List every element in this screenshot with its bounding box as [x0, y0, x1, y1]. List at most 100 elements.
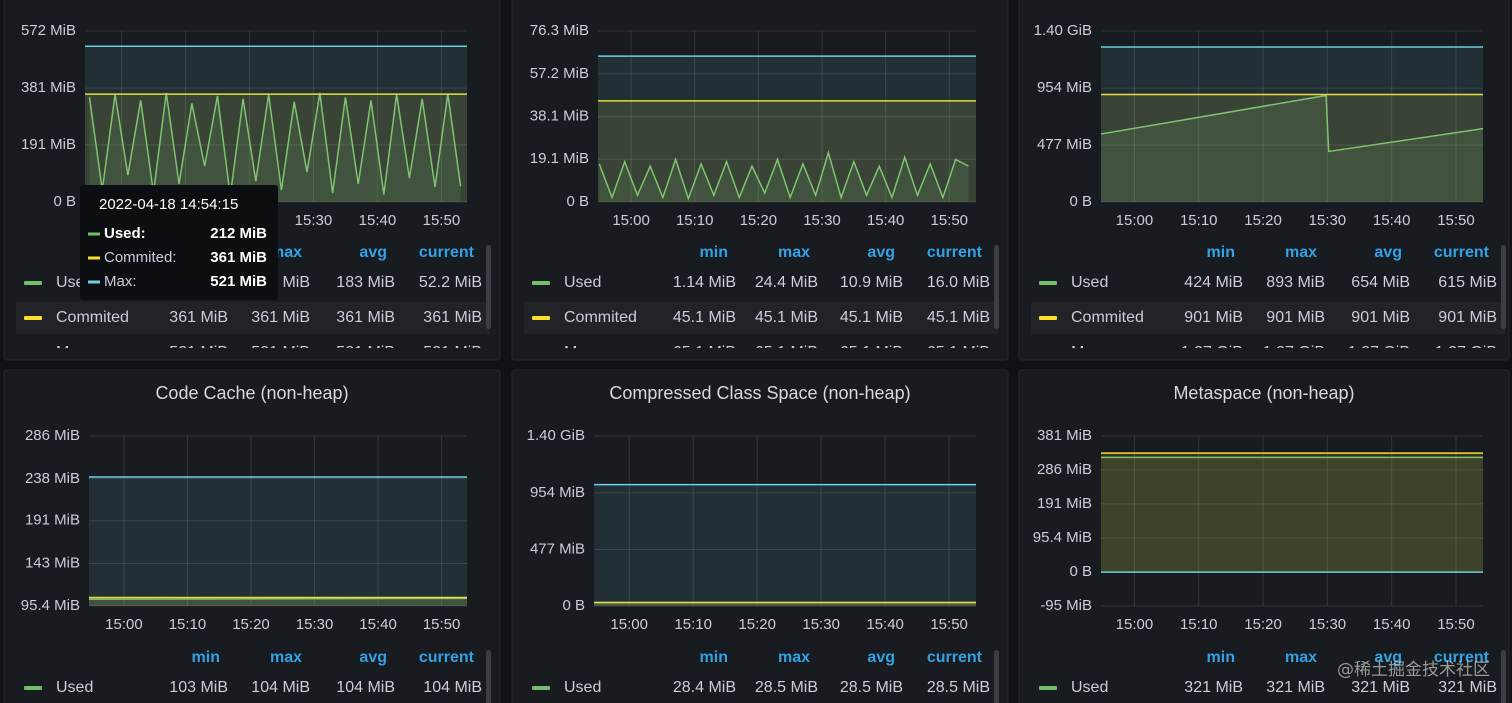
series-fill [598, 56, 976, 202]
legend-header[interactable]: avg [359, 244, 387, 261]
legend-row-bg [524, 302, 998, 334]
series-fill [1101, 95, 1483, 202]
panel[interactable]: Code Cache (non-heap) 95.4 MiB 143 MiB 191 … [3, 369, 501, 703]
legend-header[interactable]: max [1285, 244, 1317, 261]
legend-header[interactable]: max [270, 649, 302, 666]
legend-label[interactable]: Max [564, 344, 594, 361]
legend-label[interactable]: Max [56, 344, 86, 361]
x-tick-label: 15:40 [359, 212, 397, 229]
legend: min max avg current Used 424 MiB 893 MiB 654 Mi… [1031, 244, 1505, 361]
y-tick-label: 0 B [562, 597, 585, 614]
legend-value: 321 MiB [1184, 679, 1243, 696]
plot-area [594, 483, 976, 606]
tooltip-label: Used: [104, 225, 146, 242]
legend-header[interactable]: current [927, 244, 983, 261]
legend-header[interactable]: current [927, 649, 983, 666]
legend-label[interactable]: Used [56, 679, 93, 696]
x-tick-label: 15:20 [738, 616, 776, 633]
legend-header[interactable]: current [1434, 649, 1490, 666]
legend-header[interactable]: max [1285, 649, 1317, 666]
legend-value: 901 MiB [1351, 309, 1410, 326]
y-tick-label: 477 MiB [530, 540, 585, 557]
panel[interactable]: Metaspace (non-heap) -95 MiB 0 B 95.4 MiB 19… [1018, 369, 1510, 703]
panel-title: Compressed Class Space (non-heap) [609, 383, 910, 403]
legend-label[interactable]: Used [564, 679, 601, 696]
legend-header[interactable]: min [700, 649, 728, 666]
y-tick-label: 191 MiB [25, 512, 80, 529]
legend-label[interactable]: Max [1071, 344, 1101, 361]
y-tick-label: 0 B [53, 193, 76, 210]
legend-header[interactable]: avg [1374, 649, 1402, 666]
x-tick-label: 15:40 [1373, 616, 1411, 633]
series-fill [1101, 94, 1483, 202]
legend-header[interactable]: max [778, 649, 810, 666]
legend-value: 521 MiB [251, 344, 310, 361]
legend-header[interactable]: current [1434, 244, 1490, 261]
legend-value: 321 MiB [1266, 679, 1325, 696]
x-tick-label: 15:20 [1244, 212, 1282, 229]
y-tick-label: 381 MiB [21, 79, 76, 96]
legend: min max avg current Used 321 MiB 321 MiB 321 Mi… [1039, 649, 1497, 696]
x-tick-label: 15:40 [866, 616, 904, 633]
y-tick-label: 76.3 MiB [530, 22, 589, 39]
legend-label[interactable]: Commited [1071, 309, 1144, 326]
x-tick-label: 15:20 [232, 616, 270, 633]
x-tick-label: 15:20 [740, 212, 778, 229]
legend-header[interactable]: min [700, 244, 728, 261]
legend-row-bg [16, 302, 490, 334]
panel[interactable]: 0 B 477 MiB 954 MiB 1.40 GiB 15:00 15:10 15:20… [1018, 0, 1510, 361]
legend-value: 52.2 MiB [419, 274, 482, 291]
legend-header[interactable]: avg [1374, 244, 1402, 261]
y-tick-label: 95.4 MiB [21, 597, 80, 614]
y-tick-label: 0 B [566, 193, 589, 210]
legend-header[interactable]: min [1207, 244, 1235, 261]
legend-header[interactable]: max [778, 244, 810, 261]
legend-value: 1.27 GiB [1181, 344, 1243, 361]
legend-value: 521 MiB [423, 344, 482, 361]
y-tick-label: 0 B [1069, 563, 1092, 580]
series-fill [89, 598, 467, 606]
legend-marker [532, 316, 550, 320]
legend-header[interactable]: min [192, 649, 220, 666]
legend-value: 65.1 MiB [755, 344, 818, 361]
legend-value: 321 MiB [1438, 679, 1497, 696]
legend-header[interactable]: current [419, 649, 475, 666]
legend-label[interactable]: Commited [564, 309, 637, 326]
legend-header[interactable]: current [419, 244, 475, 261]
series-line [1101, 94, 1483, 153]
series-fill [598, 100, 976, 202]
y-tick-label: 191 MiB [21, 136, 76, 153]
y-tick-label: 95.4 MiB [1033, 529, 1092, 546]
panel[interactable]: Compressed Class Space (non-heap) 0 B 477 … [511, 369, 1009, 703]
legend-value: 893 MiB [1266, 274, 1325, 291]
y-tick-label: 38.1 MiB [530, 108, 589, 125]
tooltip-marker [88, 232, 100, 236]
legend-label[interactable]: Used [564, 274, 601, 291]
legend: min max avg current Used 103 MiB 104 MiB 104 Mi… [24, 649, 482, 696]
x-tick-label: 15:50 [930, 212, 968, 229]
x-tick-label: 15:50 [930, 616, 968, 633]
series-fill [594, 602, 976, 606]
legend-header[interactable]: avg [867, 649, 895, 666]
legend-header[interactable]: avg [359, 649, 387, 666]
x-tick-label: 15:10 [1180, 212, 1218, 229]
legend-header[interactable]: avg [867, 244, 895, 261]
legend-value: 45.1 MiB [927, 309, 990, 326]
legend-label[interactable]: Commited [56, 309, 129, 326]
legend-value: 65.1 MiB [927, 344, 990, 361]
x-tick-label: 15:40 [867, 212, 905, 229]
panel[interactable]: 0 B 19.1 MiB 38.1 MiB 57.2 MiB 76.3 MiB 15:00… [511, 0, 1009, 361]
series-fill [599, 152, 969, 202]
tooltip-value: 212 MiB [210, 225, 267, 242]
legend-label[interactable]: Used [1071, 274, 1108, 291]
legend-header[interactable]: min [1207, 649, 1235, 666]
plot-area [89, 476, 467, 606]
legend-value: 1.27 GiB [1348, 344, 1410, 361]
x-tick-label: 15:10 [674, 616, 712, 633]
legend-value: 321 MiB [1351, 679, 1410, 696]
legend-label[interactable]: Used [1071, 679, 1108, 696]
tooltip-value: 361 MiB [210, 249, 267, 266]
x-tick-label: 15:30 [1309, 212, 1347, 229]
